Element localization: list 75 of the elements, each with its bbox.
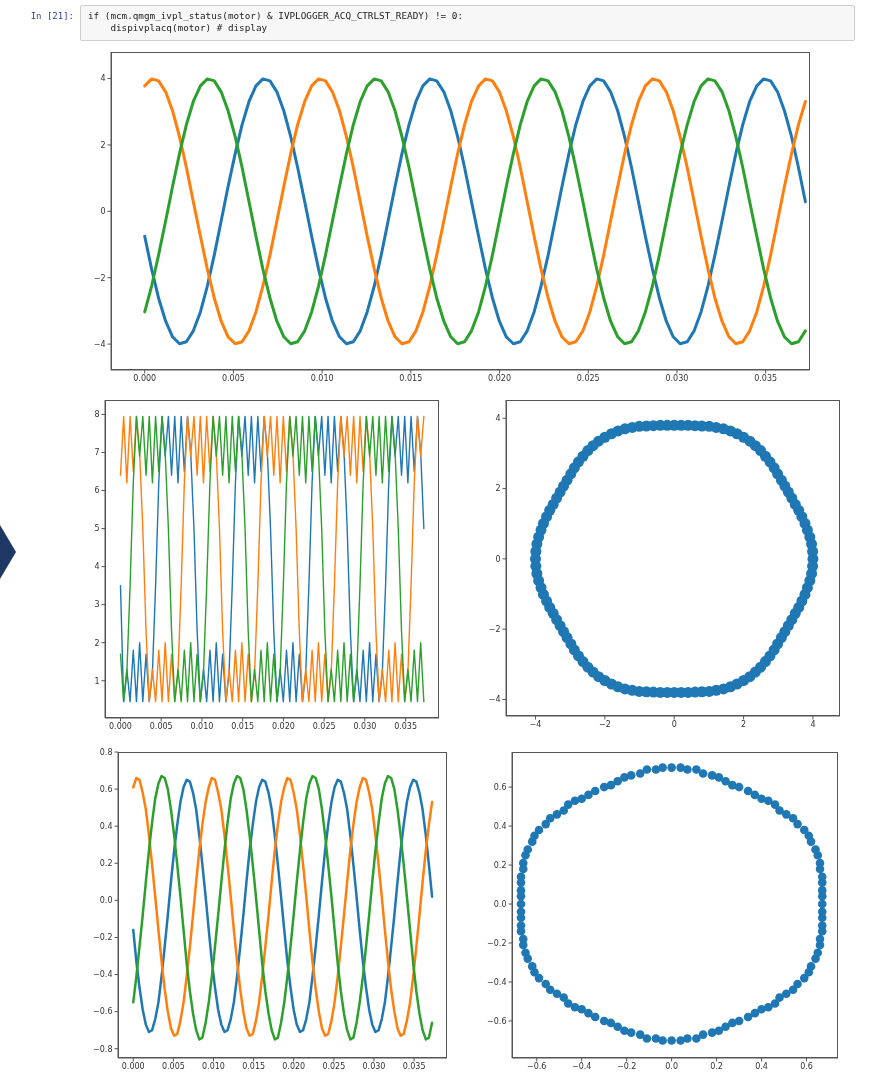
y-tick-label: 2 [495, 484, 501, 494]
y-tick-label: 5 [94, 524, 100, 534]
x-tick-label: 0.005 [161, 1062, 185, 1072]
x-tick-label: 0.035 [754, 374, 778, 384]
x-tick-label: 0.020 [282, 1062, 306, 1072]
y-tick-label: −0.2 [487, 938, 507, 948]
y-tick-label: −2 [488, 625, 501, 635]
y-tick-label: −2 [93, 273, 106, 283]
x-tick-label: 0.030 [353, 722, 377, 732]
x-tick-label: 0.010 [202, 1062, 225, 1072]
y-tick-label: −0.2 [93, 933, 113, 943]
y-tick-label: 0.4 [99, 822, 113, 832]
x-tick-label: 0.000 [109, 722, 132, 732]
x-tick-label: 0.005 [149, 722, 173, 732]
x-tick-label: 0.025 [322, 1062, 346, 1072]
y-tick-label: 0 [495, 554, 501, 564]
x-tick-label: 0.4 [755, 1062, 768, 1072]
y-tick-label: 0.0 [99, 896, 113, 906]
x-tick-label: 0.015 [399, 374, 423, 384]
x-tick-label: 0.6 [800, 1062, 813, 1072]
x-tick-label: 0.030 [362, 1062, 386, 1072]
y-tick-label: −4 [93, 339, 106, 349]
x-tick-label: 0.000 [121, 1062, 145, 1072]
x-tick-label: 0.030 [665, 374, 689, 384]
x-tick-label: 0 [671, 720, 677, 730]
y-tick-label: 0.4 [493, 821, 507, 831]
x-tick-label: 0.015 [231, 722, 255, 732]
y-tick-label: 0.0 [493, 899, 507, 909]
y-tick-label: 4 [94, 562, 100, 572]
x-tick-label: 0.020 [488, 374, 511, 384]
y-tick-label: 1 [94, 676, 100, 686]
x-tick-label: 0.025 [576, 374, 600, 384]
x-tick-label: 0.010 [190, 722, 214, 732]
x-tick-label: 0.2 [710, 1062, 723, 1072]
y-tick-label: 2 [100, 140, 106, 150]
y-tick-label: 0.6 [493, 782, 507, 792]
line-series [119, 415, 425, 703]
y-tick-label: −0.6 [93, 1007, 113, 1017]
y-tick-label: 0.8 [99, 747, 113, 757]
x-tick-label: 0.010 [310, 374, 334, 384]
y-tick-label: 4 [495, 414, 501, 424]
y-tick-label: 0.6 [99, 784, 113, 794]
y-tick-label: −0.4 [487, 977, 507, 987]
y-tick-label: 2 [94, 638, 100, 648]
x-tick-label: −4 [529, 720, 542, 730]
x-tick-label: 0.0 [665, 1062, 678, 1072]
y-tick-label: 3 [94, 600, 100, 610]
y-tick-label: −4 [488, 695, 501, 705]
x-tick-label: 0.020 [271, 722, 295, 732]
y-tick-label: 0 [100, 207, 106, 217]
y-tick-label: 8 [94, 410, 100, 420]
x-tick-label: 4 [810, 720, 816, 730]
y-tick-label: 4 [100, 74, 106, 84]
x-tick-label: 0.035 [402, 1062, 426, 1072]
x-tick-label: 0.015 [242, 1062, 266, 1072]
y-tick-label: 0.2 [493, 860, 507, 870]
y-tick-label: −0.8 [93, 1044, 113, 1054]
text: if (mcm.qmgm_ivpl_status(motor) & IVPLOGGER_ACQ_CTRLST_READY) != 0: [88, 10, 464, 22]
x-tick-label: 0.005 [221, 374, 245, 384]
x-tick-label: −0.4 [571, 1062, 592, 1072]
x-tick-label: −0.6 [527, 1062, 547, 1072]
text: In [21]: [29, 10, 74, 23]
y-tick-label: −0.4 [93, 970, 113, 980]
y-tick-label: 7 [94, 448, 100, 458]
y-tick-label: 6 [94, 486, 100, 496]
x-tick-label: 2 [741, 720, 747, 730]
x-tick-label: −0.2 [616, 1062, 637, 1072]
y-tick-label: −0.6 [487, 1016, 507, 1026]
text: dispivplacq(motor) # display [109, 22, 269, 34]
x-tick-label: −2 [598, 720, 611, 730]
y-tick-label: 0.2 [99, 859, 113, 869]
x-tick-label: 0.000 [133, 374, 157, 384]
x-tick-label: 0.025 [312, 722, 336, 732]
x-tick-label: 0.035 [394, 722, 418, 732]
line-series [143, 77, 807, 346]
